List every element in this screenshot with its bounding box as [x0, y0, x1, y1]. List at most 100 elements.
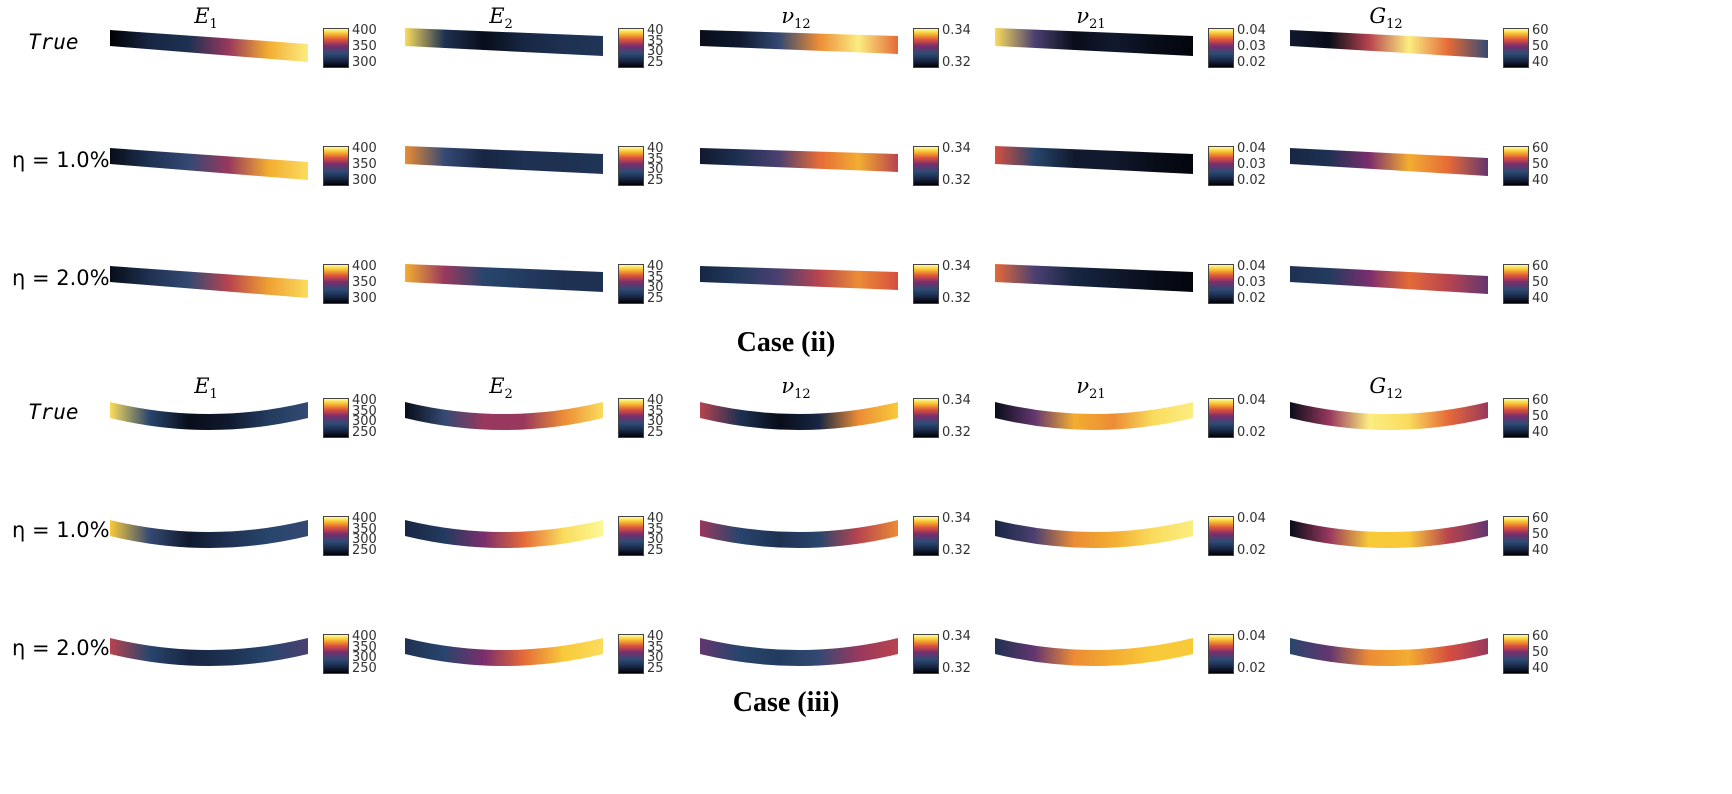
field-contour-plot: [110, 148, 308, 180]
colorbar: [1208, 516, 1234, 556]
colorbar-tick-label: 30: [647, 650, 664, 666]
colorbar: [323, 28, 349, 68]
field-contour-plot: [110, 266, 308, 298]
colorbar-tick-label: 400: [352, 141, 377, 156]
colorbar-tick-label: 300: [352, 55, 377, 70]
field-contour-plot: [700, 520, 898, 548]
colorbar-tick-label: 350: [352, 275, 377, 290]
field-contour-plot: [995, 146, 1193, 174]
column-title: ν12: [781, 374, 810, 402]
row-label: True: [28, 400, 79, 424]
column-symbol: E: [194, 4, 210, 28]
colorbar-tick-label: 0.04: [1237, 511, 1266, 526]
field-contour-plot: [110, 30, 308, 62]
colorbar: [323, 264, 349, 304]
field-contour-plot: [995, 28, 1193, 56]
colorbar-tick-label: 350: [352, 403, 377, 419]
field-contour-plot: [405, 402, 603, 430]
colorbar-tick-label: 0.32: [942, 661, 971, 676]
field-contour-plot: [700, 30, 898, 54]
colorbar: [1503, 634, 1529, 674]
colorbar-tick-label: 300: [352, 291, 377, 306]
colorbar: [1503, 28, 1529, 68]
colorbar-tick-label: 40: [647, 511, 664, 526]
field-contour-plot: [405, 146, 603, 174]
colorbar: [913, 146, 939, 186]
row-label: η = 1.0%: [12, 518, 110, 542]
colorbar-tick-label: 0.02: [1237, 173, 1266, 188]
colorbar-tick-label: 60: [1532, 23, 1549, 38]
column-symbol: G: [1369, 374, 1387, 398]
colorbar-tick-label: 30: [647, 162, 664, 178]
field-contour-plot: [700, 266, 898, 290]
field-contour-plot: [995, 402, 1193, 430]
column-subscript: 12: [794, 387, 811, 403]
colorbar-tick-label: 40: [1532, 543, 1549, 558]
colorbar-tick-label: 400: [352, 23, 377, 38]
colorbar-tick-label: 50: [1532, 275, 1549, 290]
column-symbol: E: [489, 4, 505, 28]
colorbar-tick-label: 30: [647, 532, 664, 548]
column-title: G12: [1369, 4, 1402, 32]
colorbar-tick-label: 50: [1532, 527, 1549, 542]
colorbar-tick-label: 300: [352, 414, 377, 430]
colorbar-tick-label: 30: [647, 280, 664, 296]
colorbar-tick-label: 0.02: [1237, 661, 1266, 676]
field-contour-plot: [995, 264, 1193, 292]
colorbar-tick-label: 50: [1532, 39, 1549, 54]
colorbar-tick-label: 50: [1532, 157, 1549, 172]
column-title: E2: [489, 4, 513, 32]
column-title: E1: [194, 4, 218, 32]
column-subscript: 12: [1386, 387, 1403, 403]
colorbar-tick-label: 40: [647, 23, 664, 38]
colorbar-tick-label: 0.34: [942, 511, 971, 526]
column-symbol: ν: [781, 4, 795, 28]
colorbar-tick-label: 40: [1532, 55, 1549, 70]
colorbar-tick-label: 60: [1532, 511, 1549, 526]
colorbar: [618, 516, 644, 556]
colorbar: [1208, 146, 1234, 186]
column-symbol: E: [489, 374, 505, 398]
column-symbol: ν: [781, 374, 795, 398]
colorbar-tick-label: 60: [1532, 629, 1549, 644]
column-subscript: 21: [1089, 17, 1106, 33]
colorbar: [913, 28, 939, 68]
colorbar: [1208, 28, 1234, 68]
colorbar-tick-label: 350: [352, 521, 377, 537]
colorbar-tick-label: 400: [352, 629, 377, 644]
column-subscript: 2: [504, 17, 513, 33]
column-title: G12: [1369, 374, 1402, 402]
field-contour-plot: [995, 520, 1193, 548]
colorbar-tick-label: 25: [647, 425, 664, 440]
colorbar-tick-label: 300: [352, 532, 377, 548]
colorbar-tick-label: 0.02: [1237, 425, 1266, 440]
row-label: η = 2.0%: [12, 266, 110, 290]
colorbar-tick-label: 0.02: [1237, 543, 1266, 558]
colorbar-tick-label: 40: [647, 629, 664, 644]
field-contour-plot: [1290, 520, 1488, 548]
colorbar-tick-label: 0.34: [942, 393, 971, 408]
colorbar-tick-label: 0.34: [942, 23, 971, 38]
colorbar-tick-label: 35: [647, 521, 664, 537]
colorbar: [1503, 398, 1529, 438]
colorbar-tick-label: 350: [352, 157, 377, 172]
colorbar-tick-label: 0.03: [1237, 275, 1266, 290]
field-contour-plot: [1290, 266, 1488, 294]
colorbar-tick-label: 0.04: [1237, 393, 1266, 408]
colorbar: [323, 634, 349, 674]
colorbar: [618, 264, 644, 304]
column-symbol: ν: [1076, 374, 1090, 398]
colorbar-tick-label: 0.04: [1237, 23, 1266, 38]
column-subscript: 12: [1386, 17, 1403, 33]
colorbar: [618, 28, 644, 68]
colorbar-tick-label: 35: [647, 639, 664, 655]
field-contour-plot: [405, 638, 603, 666]
colorbar-tick-label: 60: [1532, 141, 1549, 156]
colorbar-tick-label: 25: [647, 661, 664, 676]
colorbar-tick-label: 0.34: [942, 259, 971, 274]
colorbar-tick-label: 35: [647, 403, 664, 419]
colorbar-tick-label: 250: [352, 543, 377, 558]
colorbar-tick-label: 0.04: [1237, 629, 1266, 644]
row-label: True: [28, 30, 79, 54]
colorbar-tick-label: 35: [647, 151, 664, 167]
